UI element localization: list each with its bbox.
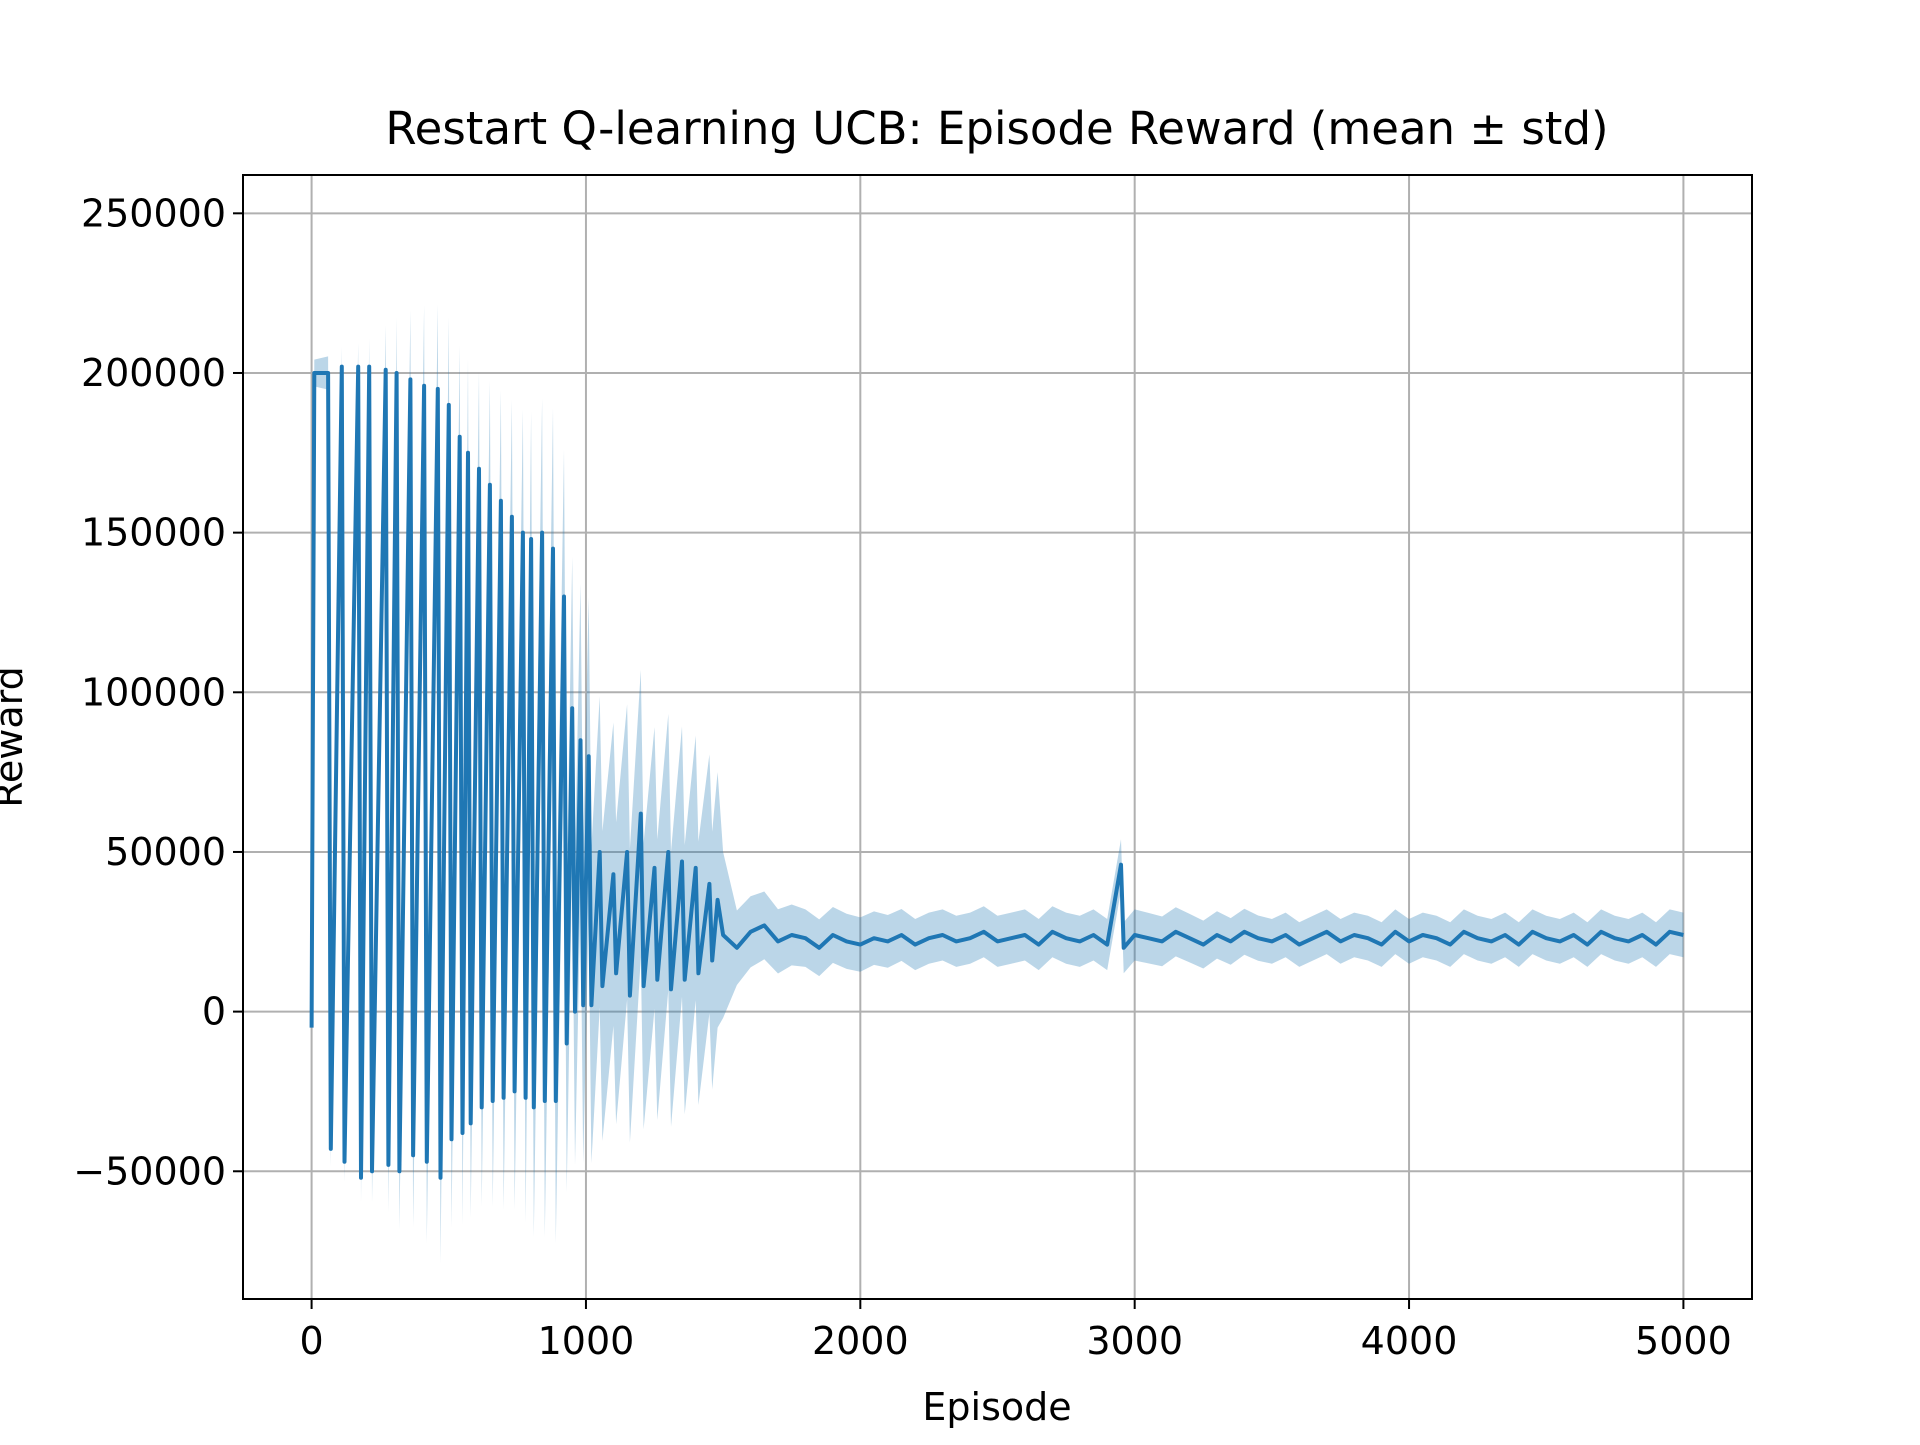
chart-title: Restart Q-learning UCB: Episode Reward (… bbox=[385, 102, 1608, 155]
grid-lines bbox=[243, 175, 1752, 1299]
std-band-group bbox=[311, 304, 1684, 1264]
x-axis-label: Episode bbox=[922, 1385, 1071, 1429]
plot-frame bbox=[242, 174, 1753, 1300]
y-axis-label: Reward bbox=[0, 666, 31, 808]
y-tick-label: 150000 bbox=[81, 511, 226, 555]
mean-line-group bbox=[309, 364, 1684, 1180]
y-tick-label: 50000 bbox=[105, 830, 226, 874]
y-tick-label: 100000 bbox=[81, 670, 226, 714]
x-tick-label: 2000 bbox=[812, 1319, 909, 1363]
y-tick-label: 250000 bbox=[81, 191, 226, 235]
y-tick-label: 0 bbox=[202, 990, 226, 1034]
x-tick-label: 4000 bbox=[1361, 1319, 1458, 1363]
x-tick-label: 0 bbox=[299, 1319, 323, 1363]
y-tick-label: 200000 bbox=[81, 351, 226, 395]
x-tick-label: 3000 bbox=[1086, 1319, 1183, 1363]
mean-reward-line bbox=[309, 364, 1684, 1180]
axis-ticks: 0 1000 2000 3000 4000 5000 −50000 0 50000 100000 1… bbox=[73, 191, 1732, 1363]
y-tick-label: −50000 bbox=[73, 1149, 226, 1193]
x-tick-label: 1000 bbox=[538, 1319, 635, 1363]
x-tick-label: 5000 bbox=[1635, 1319, 1732, 1363]
std-band bbox=[311, 304, 1684, 1264]
